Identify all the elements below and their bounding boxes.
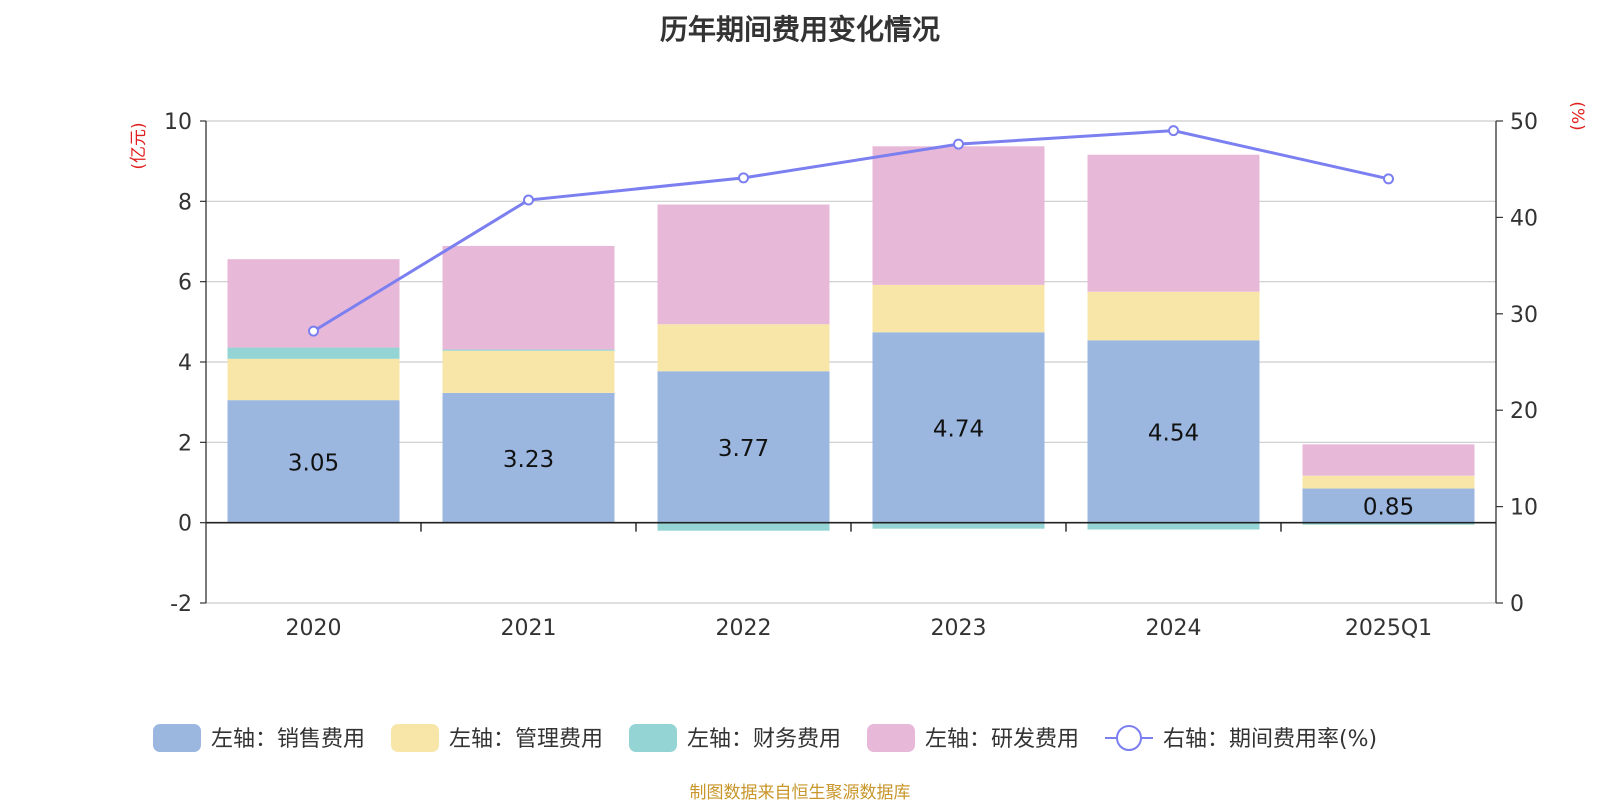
data-label: 4.54 <box>1148 420 1199 446</box>
bar-segment <box>227 358 400 401</box>
bar-segment <box>442 350 615 393</box>
line-point <box>523 194 534 206</box>
left-tick-label: 10 <box>164 110 192 135</box>
data-label: 3.23 <box>503 447 554 473</box>
bar-segment <box>1087 154 1260 292</box>
category-label: 2023 <box>931 616 987 641</box>
chart-title: 历年期间费用变化情况 <box>659 13 940 46</box>
line-point <box>738 172 749 184</box>
bar-segment <box>657 371 830 523</box>
right-tick-label: 30 <box>1510 303 1538 328</box>
bar-segment <box>1302 488 1475 523</box>
category-label: 2025Q1 <box>1345 616 1432 641</box>
left-tick-label: 6 <box>178 271 192 296</box>
bar-segment <box>657 204 830 325</box>
category-label: 2021 <box>501 616 557 641</box>
legend-label: 左轴：研发费用 <box>925 727 1079 752</box>
line-point <box>1383 173 1394 185</box>
line-point <box>953 138 964 150</box>
bar-segment <box>872 284 1045 333</box>
legend-label: 左轴：财务费用 <box>687 727 841 752</box>
legend-label: 左轴：销售费用 <box>211 727 365 752</box>
data-label: 4.74 <box>933 416 984 442</box>
category-label: 2020 <box>286 616 342 641</box>
bar-segment <box>872 146 1045 285</box>
data-label: 3.77 <box>718 436 769 462</box>
bar-segment <box>1087 291 1260 341</box>
bar-segment <box>657 324 830 372</box>
right-tick-label: 10 <box>1510 496 1538 521</box>
line-series <box>312 129 1389 333</box>
bar-segment <box>872 332 1045 523</box>
bar-segment <box>442 392 615 523</box>
left-tick-label: 4 <box>178 351 192 376</box>
legend-marker-swatch <box>1116 725 1142 751</box>
left-axis-unit: (亿元) <box>129 122 149 169</box>
line-point <box>1168 125 1179 137</box>
left-tick-label: -2 <box>170 592 192 617</box>
bar-segment <box>442 349 615 351</box>
right-tick-label: 40 <box>1510 206 1538 231</box>
line-point <box>308 325 319 337</box>
legend-label: 右轴：期间费用率(%) <box>1163 727 1377 752</box>
bar-segment <box>872 522 1045 529</box>
legend-swatch <box>867 724 915 752</box>
bar-segment <box>1302 522 1475 525</box>
data-label: 0.85 <box>1363 495 1414 521</box>
source-note: 制图数据来自恒生聚源数据库 <box>689 783 911 803</box>
data-label: 3.05 <box>288 450 339 476</box>
chart-svg: -2 0 2 4 6 8 10 0 10 20 30 40 50 (亿元) (%) 2020 2021 2022 2… <box>129 101 1587 752</box>
bar-segment <box>1087 340 1260 523</box>
left-tick-label: 2 <box>178 431 192 456</box>
category-label: 2022 <box>716 616 772 641</box>
legend-swatch <box>153 724 201 752</box>
bar-segment <box>1087 522 1260 530</box>
bar-segment <box>227 347 400 359</box>
legend-swatch <box>629 724 677 752</box>
bar-segment <box>227 400 400 523</box>
legend-label: 左轴：管理费用 <box>449 727 603 752</box>
right-axis-unit: (%) <box>1567 101 1587 130</box>
right-tick-label: 50 <box>1510 110 1538 135</box>
bar-segment <box>1302 475 1475 489</box>
legend-swatch <box>391 724 439 752</box>
bar-segment <box>657 522 830 531</box>
category-label: 2024 <box>1146 616 1202 641</box>
bar-segment <box>1302 444 1475 476</box>
left-tick-label: 8 <box>178 190 192 215</box>
bar-segment <box>442 245 615 350</box>
right-tick-label: 0 <box>1510 592 1524 617</box>
left-tick-label: 0 <box>178 512 192 537</box>
right-tick-label: 20 <box>1510 399 1538 424</box>
